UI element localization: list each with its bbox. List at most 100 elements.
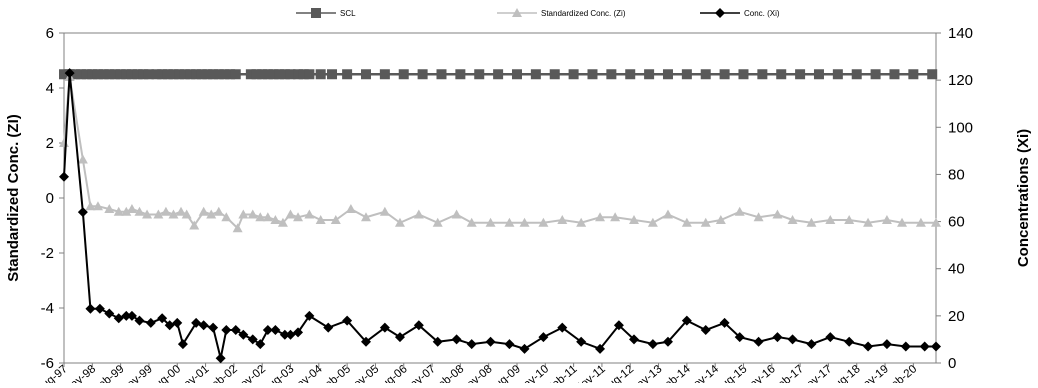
data-point [134,206,145,216]
data-point [172,317,183,328]
data-point [870,69,881,80]
y2-tick-label: 40 [948,261,965,278]
data-point [64,68,75,79]
y-tick-label: 2 [46,135,54,152]
data-point [104,204,115,213]
data-point [126,204,137,213]
data-point [59,69,69,80]
data-point [719,317,730,328]
data-point [160,206,171,216]
data-point [104,308,115,319]
data-point [436,69,447,80]
data-point [787,334,798,345]
data-point [245,69,256,80]
data-point [198,206,209,216]
data-point [681,217,692,227]
data-point [360,336,371,347]
data-point [466,217,477,227]
data-point [247,334,258,345]
data-point [143,69,154,80]
data-point [908,69,919,80]
data-point [832,69,843,80]
data-point [662,69,673,80]
data-point [285,209,296,219]
data-point [213,206,224,216]
data-point [806,217,817,227]
data-point [257,69,268,80]
data-point [208,69,219,80]
data-point [85,303,96,314]
data-point [274,69,285,80]
legend-swatch-marker [311,8,321,18]
data-point [881,339,892,350]
data-point [647,339,658,350]
data-point [897,217,908,227]
data-point [81,69,92,80]
data-point [851,69,862,80]
data-point [379,322,390,333]
legend-swatch-marker [715,8,725,18]
y-tick-label: -6 [41,355,54,372]
data-point [285,69,296,80]
data-point [394,217,405,227]
data-point [221,212,232,222]
y-tick-label: 6 [46,25,54,42]
data-point [813,69,824,80]
series-line [63,76,936,230]
data-point [485,336,496,347]
legend-label: Standardized Conc. (Zi) [541,9,626,18]
data-point [504,217,515,227]
data-point [323,322,334,333]
data-point [681,315,692,326]
data-point [270,215,281,224]
data-point [662,209,673,219]
data-point [662,336,673,347]
data-point [610,212,621,222]
data-point [134,315,145,326]
data-point [157,69,168,80]
data-point [538,217,549,227]
data-point [285,329,296,340]
data-point [113,313,124,324]
y2-tick-label: 80 [948,166,965,183]
y2-tick-label: 0 [948,355,956,372]
data-point [92,201,103,211]
data-point [734,332,745,343]
series-line [63,72,936,359]
data-point [157,313,168,324]
data-point [304,310,315,321]
data-point [787,215,798,224]
data-point [191,69,202,80]
data-point [753,212,764,222]
data-point [825,215,836,224]
data-point [179,69,190,80]
data-point [772,332,783,343]
data-point [225,69,236,80]
data-point [109,69,120,80]
data-point [94,303,105,314]
data-point [466,339,477,350]
data-point [549,69,560,80]
data-point [232,223,243,233]
y2-tick-label: 100 [948,119,973,136]
data-point [519,343,530,354]
data-point [715,215,726,224]
data-point [557,322,568,333]
data-point [168,69,179,80]
data-point [92,69,103,80]
data-point [151,69,162,80]
data-point [629,215,640,224]
data-point [126,310,137,321]
data-point [719,69,730,80]
legend: SCL Standardized Conc. (Zi) Conc. (Xi) [296,8,780,18]
data-point [277,217,288,227]
data-point [772,209,783,219]
data-point [77,207,88,218]
data-point [230,325,241,335]
y-tick-label: -4 [41,300,54,317]
data-point [213,69,224,80]
data-point [504,339,515,350]
data-point [360,69,371,80]
data-point [493,69,504,80]
data-point [568,69,579,80]
